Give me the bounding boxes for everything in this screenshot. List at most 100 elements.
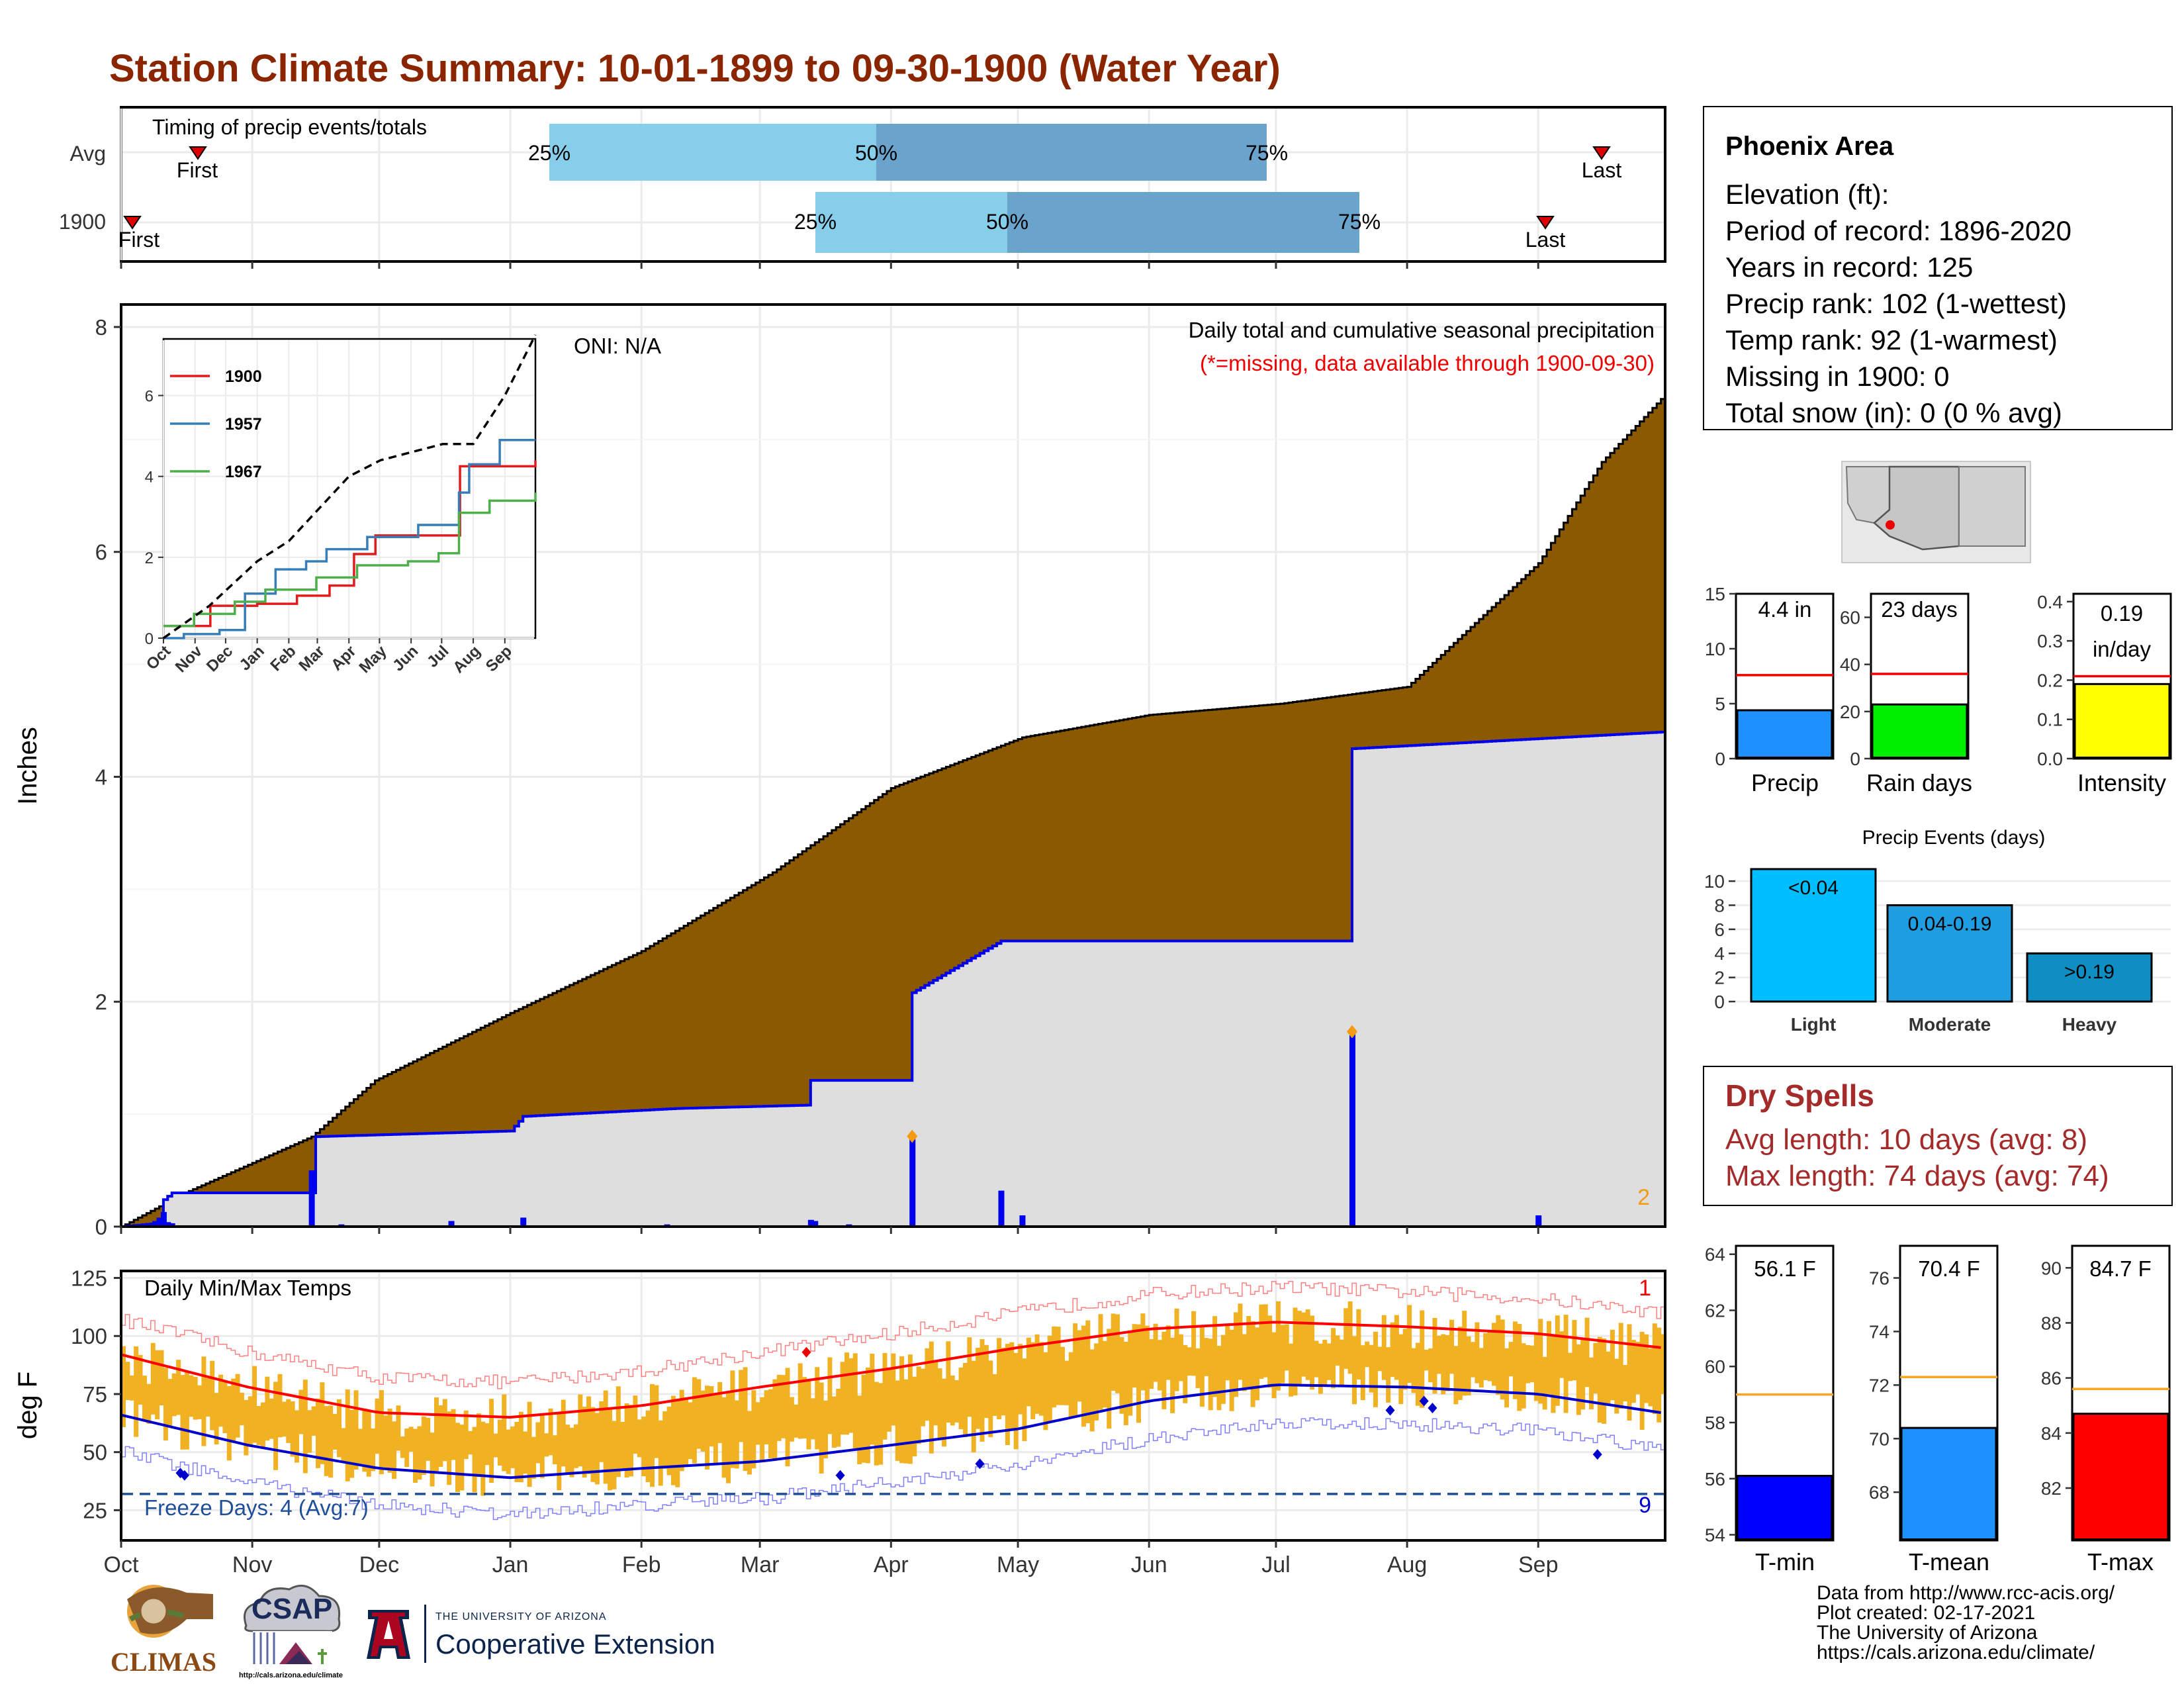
daily-temp-bar: [1466, 1336, 1471, 1395]
record-high-line: [121, 1281, 1665, 1389]
daily-temp-bar: [1043, 1352, 1048, 1430]
daily-temp-bar: [1457, 1327, 1463, 1400]
daily-temp-bar: [772, 1379, 778, 1460]
station-elevation: Elevation (ft):: [1725, 179, 1889, 210]
daily-temp-bar: [1479, 1348, 1484, 1388]
station-missing: Missing in 1900: 0: [1725, 361, 1950, 392]
daily-temp-bar: [958, 1367, 964, 1430]
tmax-stat-bar: [2072, 1413, 2169, 1541]
daily-temp-bar: [1580, 1338, 1586, 1410]
station-name: Phoenix Area: [1725, 132, 1894, 161]
events-category-label: Moderate: [1909, 1014, 1991, 1035]
daily-temp-bar: [392, 1421, 397, 1479]
page-title: Station Climate Summary: 10-01-1899 to 0…: [109, 47, 1281, 90]
tmean-stat-ytick-label: 74: [1869, 1321, 1889, 1342]
daily-temp-bar: [400, 1436, 405, 1458]
daily-temp-bar: [797, 1363, 803, 1439]
daily-temp-bar: [1521, 1343, 1526, 1409]
daily-temp-bar: [493, 1433, 498, 1458]
record-low-marker: [975, 1458, 985, 1470]
year-cumulative-line: [121, 730, 1666, 1228]
daily-temp-bar: [129, 1375, 134, 1401]
dry-spells-box: Dry Spells Avg length: 10 days (avg: 8) …: [1703, 1066, 2173, 1206]
precip-stat-bar: [1736, 709, 1833, 759]
daily-temp-bar: [1606, 1351, 1611, 1404]
daily-temp-bar: [235, 1374, 240, 1438]
daily-temp-bar: [1322, 1339, 1328, 1386]
daily-temp-bar: [510, 1426, 516, 1468]
daily-temp-bar: [218, 1374, 224, 1427]
daily-temp-bar: [633, 1395, 638, 1454]
daily-temp-bar: [1635, 1342, 1641, 1395]
daily-temp-bar: [214, 1393, 219, 1445]
daily-temp-bar: [341, 1428, 346, 1463]
daily-temp-bar: [874, 1382, 879, 1466]
daily-temp-bar: [1407, 1305, 1412, 1383]
daily-temp-bar: [1487, 1331, 1492, 1382]
daily-precip-bar: [156, 1217, 163, 1227]
precip-note: (*=missing, data available through 1900-…: [1200, 351, 1655, 375]
tmin-stat-ytick-label: 60: [1705, 1356, 1725, 1377]
daily-temp-bar: [1289, 1343, 1294, 1397]
station-info-box: Phoenix Area Elevation (ft): Period of r…: [1703, 106, 2173, 430]
daily-temp-bar: [1115, 1314, 1120, 1393]
daily-temp-bar: [548, 1408, 553, 1456]
daily-temp-bar: [967, 1337, 972, 1417]
daily-temp-bar: [768, 1389, 773, 1458]
daily-temp-bar: [1052, 1326, 1057, 1408]
daily-temp-bar: [1060, 1346, 1065, 1405]
daily-temp-bar: [201, 1356, 206, 1446]
events-bar-label: <0.04: [1788, 877, 1839, 899]
daily-temp-bar: [345, 1389, 350, 1481]
daily-temp-bar: [586, 1396, 592, 1474]
daily-temp-bar: [1259, 1304, 1264, 1380]
events-category-label: Heavy: [2062, 1014, 2117, 1035]
daily-temp-bar: [1310, 1315, 1315, 1390]
daily-temp-bar: [1483, 1333, 1488, 1380]
tmax-stat-label: T-max: [2087, 1548, 2154, 1575]
tmean-stat-bar: [1900, 1427, 1997, 1540]
record-low-marker: [179, 1470, 189, 1481]
daily-temp-bar: [273, 1382, 279, 1470]
csap-url: http://cals.arizona.edu/climate: [238, 1671, 343, 1679]
daily-temp-bar: [950, 1375, 955, 1426]
daily-temp-bar: [1191, 1311, 1197, 1376]
daily-temp-bar: [468, 1430, 473, 1455]
daily-temp-bar: [184, 1371, 189, 1450]
daily-temp-bar: [962, 1362, 968, 1438]
daily-precip-bar: [812, 1221, 819, 1227]
daily-precip-bar: [1349, 1034, 1356, 1227]
daily-temp-bar: [1170, 1337, 1175, 1413]
daily-temp-bar: [709, 1386, 714, 1447]
daily-temp-bar: [929, 1341, 934, 1454]
rain-days-stat-ytick-label: 0: [1850, 749, 1860, 769]
temp-title: Daily Min/Max Temps: [144, 1276, 351, 1300]
intensity-stat-unit: in/day: [2093, 637, 2152, 661]
daily-temp-bar: [907, 1354, 913, 1464]
daily-temp-bar: [421, 1416, 426, 1476]
daily-temp-bar: [1424, 1350, 1429, 1371]
month-label: Sep: [1518, 1552, 1559, 1577]
events-bar-heavy: [2026, 952, 2153, 1003]
daily-temp-bar: [1005, 1344, 1010, 1446]
daily-temp-bar: [1614, 1358, 1619, 1414]
daily-temp-bar: [692, 1377, 697, 1464]
year-first-marker: [123, 216, 142, 230]
precip-record-marker: [1347, 1025, 1358, 1039]
daily-precip-bar: [152, 1221, 159, 1227]
daily-temp-bar: [1639, 1331, 1645, 1430]
timing-panel: Timing of precip events/totals Avg 1900 …: [59, 106, 1666, 263]
precip-ytick-label: 6: [95, 540, 107, 565]
precip-ytick-label: 2: [95, 990, 107, 1014]
daily-temp-bar: [1119, 1336, 1124, 1414]
inset-ytick-label: 6: [145, 388, 154, 406]
daily-temp-bar: [946, 1341, 951, 1423]
daily-temp-bar: [1263, 1304, 1268, 1378]
temp-ytick-label: 25: [83, 1498, 107, 1523]
locator-map: [1841, 461, 2031, 563]
daily-temp-bar: [1132, 1324, 1137, 1388]
intensity-stat-bar: [2073, 682, 2171, 759]
daily-temp-bar: [1610, 1329, 1615, 1401]
precip-stat-ytick-label: 5: [1715, 694, 1725, 714]
